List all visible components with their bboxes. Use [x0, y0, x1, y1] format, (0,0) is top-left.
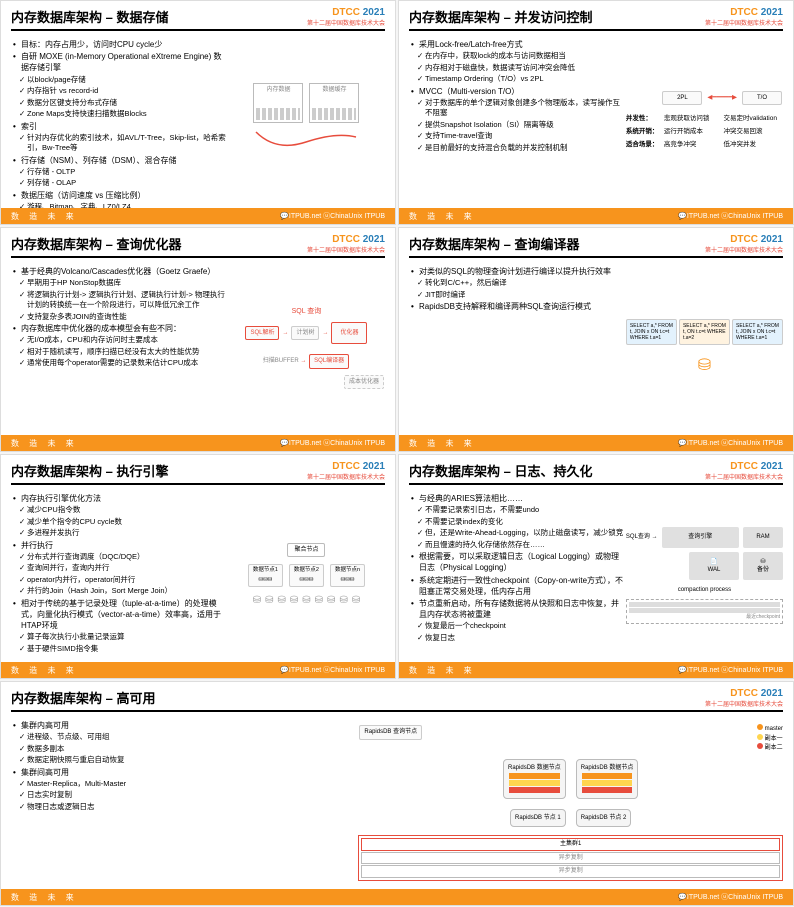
- footer-right: 💬ITPUB.net ⓤChinaUnix ITPUB: [678, 892, 783, 902]
- dtcc-logo: DTCC 2021第十二届中国数据库技术大会: [705, 688, 783, 708]
- slide-diagram: SQL查询 →查询引擎RAM📄WAL⛁备份compaction process最…: [626, 493, 783, 658]
- slide-4: 内存数据库架构 – 执行引擎 DTCC 2021第十二届中国数据库技术大会内存执行…: [0, 454, 396, 679]
- footer-right: 💬ITPUB.net ⓤChinaUnix ITPUB: [678, 211, 783, 221]
- slide-title: 内存数据库架构 – 并发访问控制: [409, 7, 592, 26]
- bullet-list: 内存执行引擎优化方法减少CPU指令数减少单个指令的CPU cycle数多进程并发…: [11, 493, 228, 658]
- footer-left: 数 造 未 来: [11, 438, 78, 449]
- slide-diagram: RapidsDB 查询节点 master 副本一 副本二RapidsDB 数据节…: [358, 720, 783, 885]
- footer-right: 💬ITPUB.net ⓤChinaUnix ITPUB: [678, 665, 783, 675]
- slide-footer: 数 造 未 来 💬ITPUB.net ⓤChinaUnix ITPUB: [399, 208, 793, 224]
- slide-3: 内存数据库架构 – 查询编译器 DTCC 2021第十二届中国数据库技术大会对类似…: [398, 227, 794, 452]
- slide-header: 内存数据库架构 – 日志、持久化 DTCC 2021第十二届中国数据库技术大会: [409, 461, 783, 485]
- footer-right: 💬ITPUB.net ⓤChinaUnix ITPUB: [280, 438, 385, 448]
- slide-diagram: SQL 查询SQL解析→计划树→优化器扫描BUFFER → SQL编译器成本优化…: [228, 266, 385, 431]
- dtcc-logo: DTCC 2021第十二届中国数据库技术大会: [307, 234, 385, 254]
- dtcc-logo: DTCC 2021第十二届中国数据库技术大会: [705, 461, 783, 481]
- footer-right: 💬ITPUB.net ⓤChinaUnix ITPUB: [280, 211, 385, 221]
- bullet-list: 目标：内存占用少，访问时CPU cycle少自研 MOXE (in-Memory…: [11, 39, 228, 204]
- slide-footer: 数 造 未 来 💬ITPUB.net ⓤChinaUnix ITPUB: [1, 662, 395, 678]
- slide-content: 基于经典的Volcano/Cascades优化器（Goetz Graefe）早期…: [1, 262, 395, 435]
- slide-footer: 数 造 未 来 💬ITPUB.net ⓤChinaUnix ITPUB: [399, 435, 793, 451]
- bullet-list: 集群内高可用进程级、节点级、可用组数据多副本数据定期快照与重启自动恢复集群间高可…: [11, 720, 358, 885]
- footer-left: 数 造 未 来: [11, 665, 78, 676]
- slide-header: 内存数据库架构 – 高可用 DTCC 2021第十二届中国数据库技术大会: [11, 688, 783, 712]
- slide-content: 对类似的SQL的物理查询计划进行编译以提升执行效率转化到C/C++，然后编译JI…: [399, 262, 793, 435]
- footer-left: 数 造 未 来: [409, 665, 476, 676]
- bullet-list: 采用Lock-free/Latch-free方式在内存中，获取lock的成本与访…: [409, 39, 626, 204]
- slide-6: 内存数据库架构 – 高可用 DTCC 2021第十二届中国数据库技术大会集群内高可…: [0, 681, 794, 906]
- slide-5: 内存数据库架构 – 日志、持久化 DTCC 2021第十二届中国数据库技术大会与经…: [398, 454, 794, 679]
- slide-diagram: 聚合节点数据节点1⛁⛁⛁数据节点2⛁⛁⛁数据节点n⛁⛁⛁⛁⛁⛁⛁⛁⛁⛁⛁⛁: [228, 493, 385, 658]
- footer-left: 数 造 未 来: [409, 211, 476, 222]
- slide-header: 内存数据库架构 – 并发访问控制 DTCC 2021第十二届中国数据库技术大会: [409, 7, 783, 31]
- slide-title: 内存数据库架构 – 执行引擎: [11, 461, 168, 480]
- slide-content: 采用Lock-free/Latch-free方式在内存中，获取lock的成本与访…: [399, 35, 793, 208]
- slide-0: 内存数据库架构 – 数据存储 DTCC 2021第十二届中国数据库技术大会目标：内…: [0, 0, 396, 225]
- dtcc-logo: DTCC 2021第十二届中国数据库技术大会: [705, 7, 783, 27]
- slide-content: 目标：内存占用少，访问时CPU cycle少自研 MOXE (in-Memory…: [1, 35, 395, 208]
- slide-header: 内存数据库架构 – 数据存储 DTCC 2021第十二届中国数据库技术大会: [11, 7, 385, 31]
- slide-title: 内存数据库架构 – 数据存储: [11, 7, 168, 26]
- slide-footer: 数 造 未 来 💬ITPUB.net ⓤChinaUnix ITPUB: [399, 662, 793, 678]
- slide-footer: 数 造 未 来 💬ITPUB.net ⓤChinaUnix ITPUB: [1, 435, 395, 451]
- slide-header: 内存数据库架构 – 查询优化器 DTCC 2021第十二届中国数据库技术大会: [11, 234, 385, 258]
- dtcc-logo: DTCC 2021第十二届中国数据库技术大会: [307, 7, 385, 27]
- footer-right: 💬ITPUB.net ⓤChinaUnix ITPUB: [280, 665, 385, 675]
- slide-content: 与经典的ARIES算法相比……不需要记录索引日志，不需要undo不需要记录ind…: [399, 489, 793, 662]
- slide-title: 内存数据库架构 – 查询优化器: [11, 234, 181, 253]
- dtcc-logo: DTCC 2021第十二届中国数据库技术大会: [307, 461, 385, 481]
- slide-diagram: SELECT a,* FROM t, JOIN x ON t.c=t WHERE…: [626, 266, 783, 431]
- slide-diagram: 2PL◀━━━━━▶T/O并发性：悲观获取访问锁交易定时validation系统…: [626, 39, 783, 204]
- slide-1: 内存数据库架构 – 并发访问控制 DTCC 2021第十二届中国数据库技术大会采用…: [398, 0, 794, 225]
- footer-left: 数 造 未 来: [11, 211, 78, 222]
- slide-title: 内存数据库架构 – 查询编译器: [409, 234, 579, 253]
- slide-diagram: 内存数据数据缓存: [228, 39, 385, 204]
- slide-content: 内存执行引擎优化方法减少CPU指令数减少单个指令的CPU cycle数多进程并发…: [1, 489, 395, 662]
- slide-2: 内存数据库架构 – 查询优化器 DTCC 2021第十二届中国数据库技术大会基于经…: [0, 227, 396, 452]
- footer-left: 数 造 未 来: [11, 892, 78, 903]
- slide-header: 内存数据库架构 – 查询编译器 DTCC 2021第十二届中国数据库技术大会: [409, 234, 783, 258]
- slide-footer: 数 造 未 来 💬ITPUB.net ⓤChinaUnix ITPUB: [1, 889, 793, 905]
- bullet-list: 对类似的SQL的物理查询计划进行编译以提升执行效率转化到C/C++，然后编译JI…: [409, 266, 626, 431]
- slide-header: 内存数据库架构 – 执行引擎 DTCC 2021第十二届中国数据库技术大会: [11, 461, 385, 485]
- slide-title: 内存数据库架构 – 高可用: [11, 688, 155, 707]
- bullet-list: 与经典的ARIES算法相比……不需要记录索引日志，不需要undo不需要记录ind…: [409, 493, 626, 658]
- dtcc-logo: DTCC 2021第十二届中国数据库技术大会: [705, 234, 783, 254]
- slide-footer: 数 造 未 来 💬ITPUB.net ⓤChinaUnix ITPUB: [1, 208, 395, 224]
- footer-right: 💬ITPUB.net ⓤChinaUnix ITPUB: [678, 438, 783, 448]
- bullet-list: 基于经典的Volcano/Cascades优化器（Goetz Graefe）早期…: [11, 266, 228, 431]
- slide-content: 集群内高可用进程级、节点级、可用组数据多副本数据定期快照与重启自动恢复集群间高可…: [1, 716, 793, 889]
- footer-left: 数 造 未 来: [409, 438, 476, 449]
- slide-title: 内存数据库架构 – 日志、持久化: [409, 461, 592, 480]
